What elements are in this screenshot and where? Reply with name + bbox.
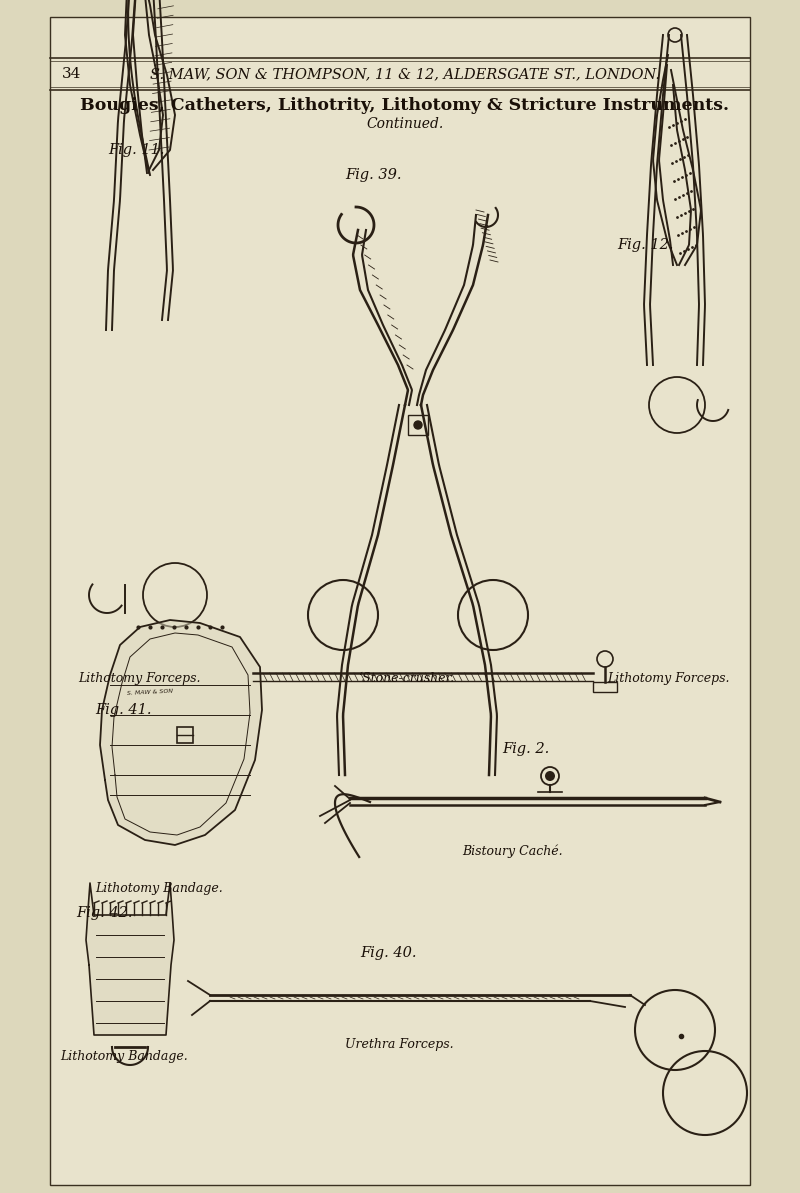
Text: Urethra Forceps.: Urethra Forceps. [345,1038,454,1051]
Text: Lithotomy Forceps.: Lithotomy Forceps. [78,672,201,685]
Text: Fig. 2.: Fig. 2. [502,742,550,756]
Text: ‘Stone-crusher.: ‘Stone-crusher. [358,672,454,685]
Text: Lithotomy Forceps.: Lithotomy Forceps. [607,672,730,685]
Bar [408,415,428,435]
Text: Fig. 42.: Fig. 42. [76,905,133,920]
Text: 34: 34 [62,67,82,81]
Text: Fig. 39.: Fig. 39. [345,168,402,183]
Bar [593,682,617,692]
Text: Lithotomy Bandage.: Lithotomy Bandage. [95,882,222,895]
Text: Fig. 12.: Fig. 12. [617,237,674,252]
Text: Fig. 11.: Fig. 11. [108,143,165,157]
Text: S. MAW, SON & THOMPSON, 11 & 12, ALDERSGATE ST., LONDON.: S. MAW, SON & THOMPSON, 11 & 12, ALDERSG… [150,67,660,81]
Circle shape [545,771,555,781]
Text: Bougies, Catheters, Lithotrity, Lithotomy & Stricture Instruments.: Bougies, Catheters, Lithotrity, Lithotom… [81,98,730,115]
Bar [177,727,193,743]
Circle shape [414,421,422,429]
Polygon shape [86,883,174,1036]
Text: S. MAW & SON: S. MAW & SON [127,688,173,696]
Text: Fig. 41.: Fig. 41. [95,703,151,717]
Polygon shape [100,620,262,845]
Text: Continued.: Continued. [366,117,444,131]
Text: Fig. 40.: Fig. 40. [360,946,417,960]
Text: Bistoury Caché.: Bistoury Caché. [462,845,562,859]
Text: Lithotomy Bandage.: Lithotomy Bandage. [60,1050,188,1063]
